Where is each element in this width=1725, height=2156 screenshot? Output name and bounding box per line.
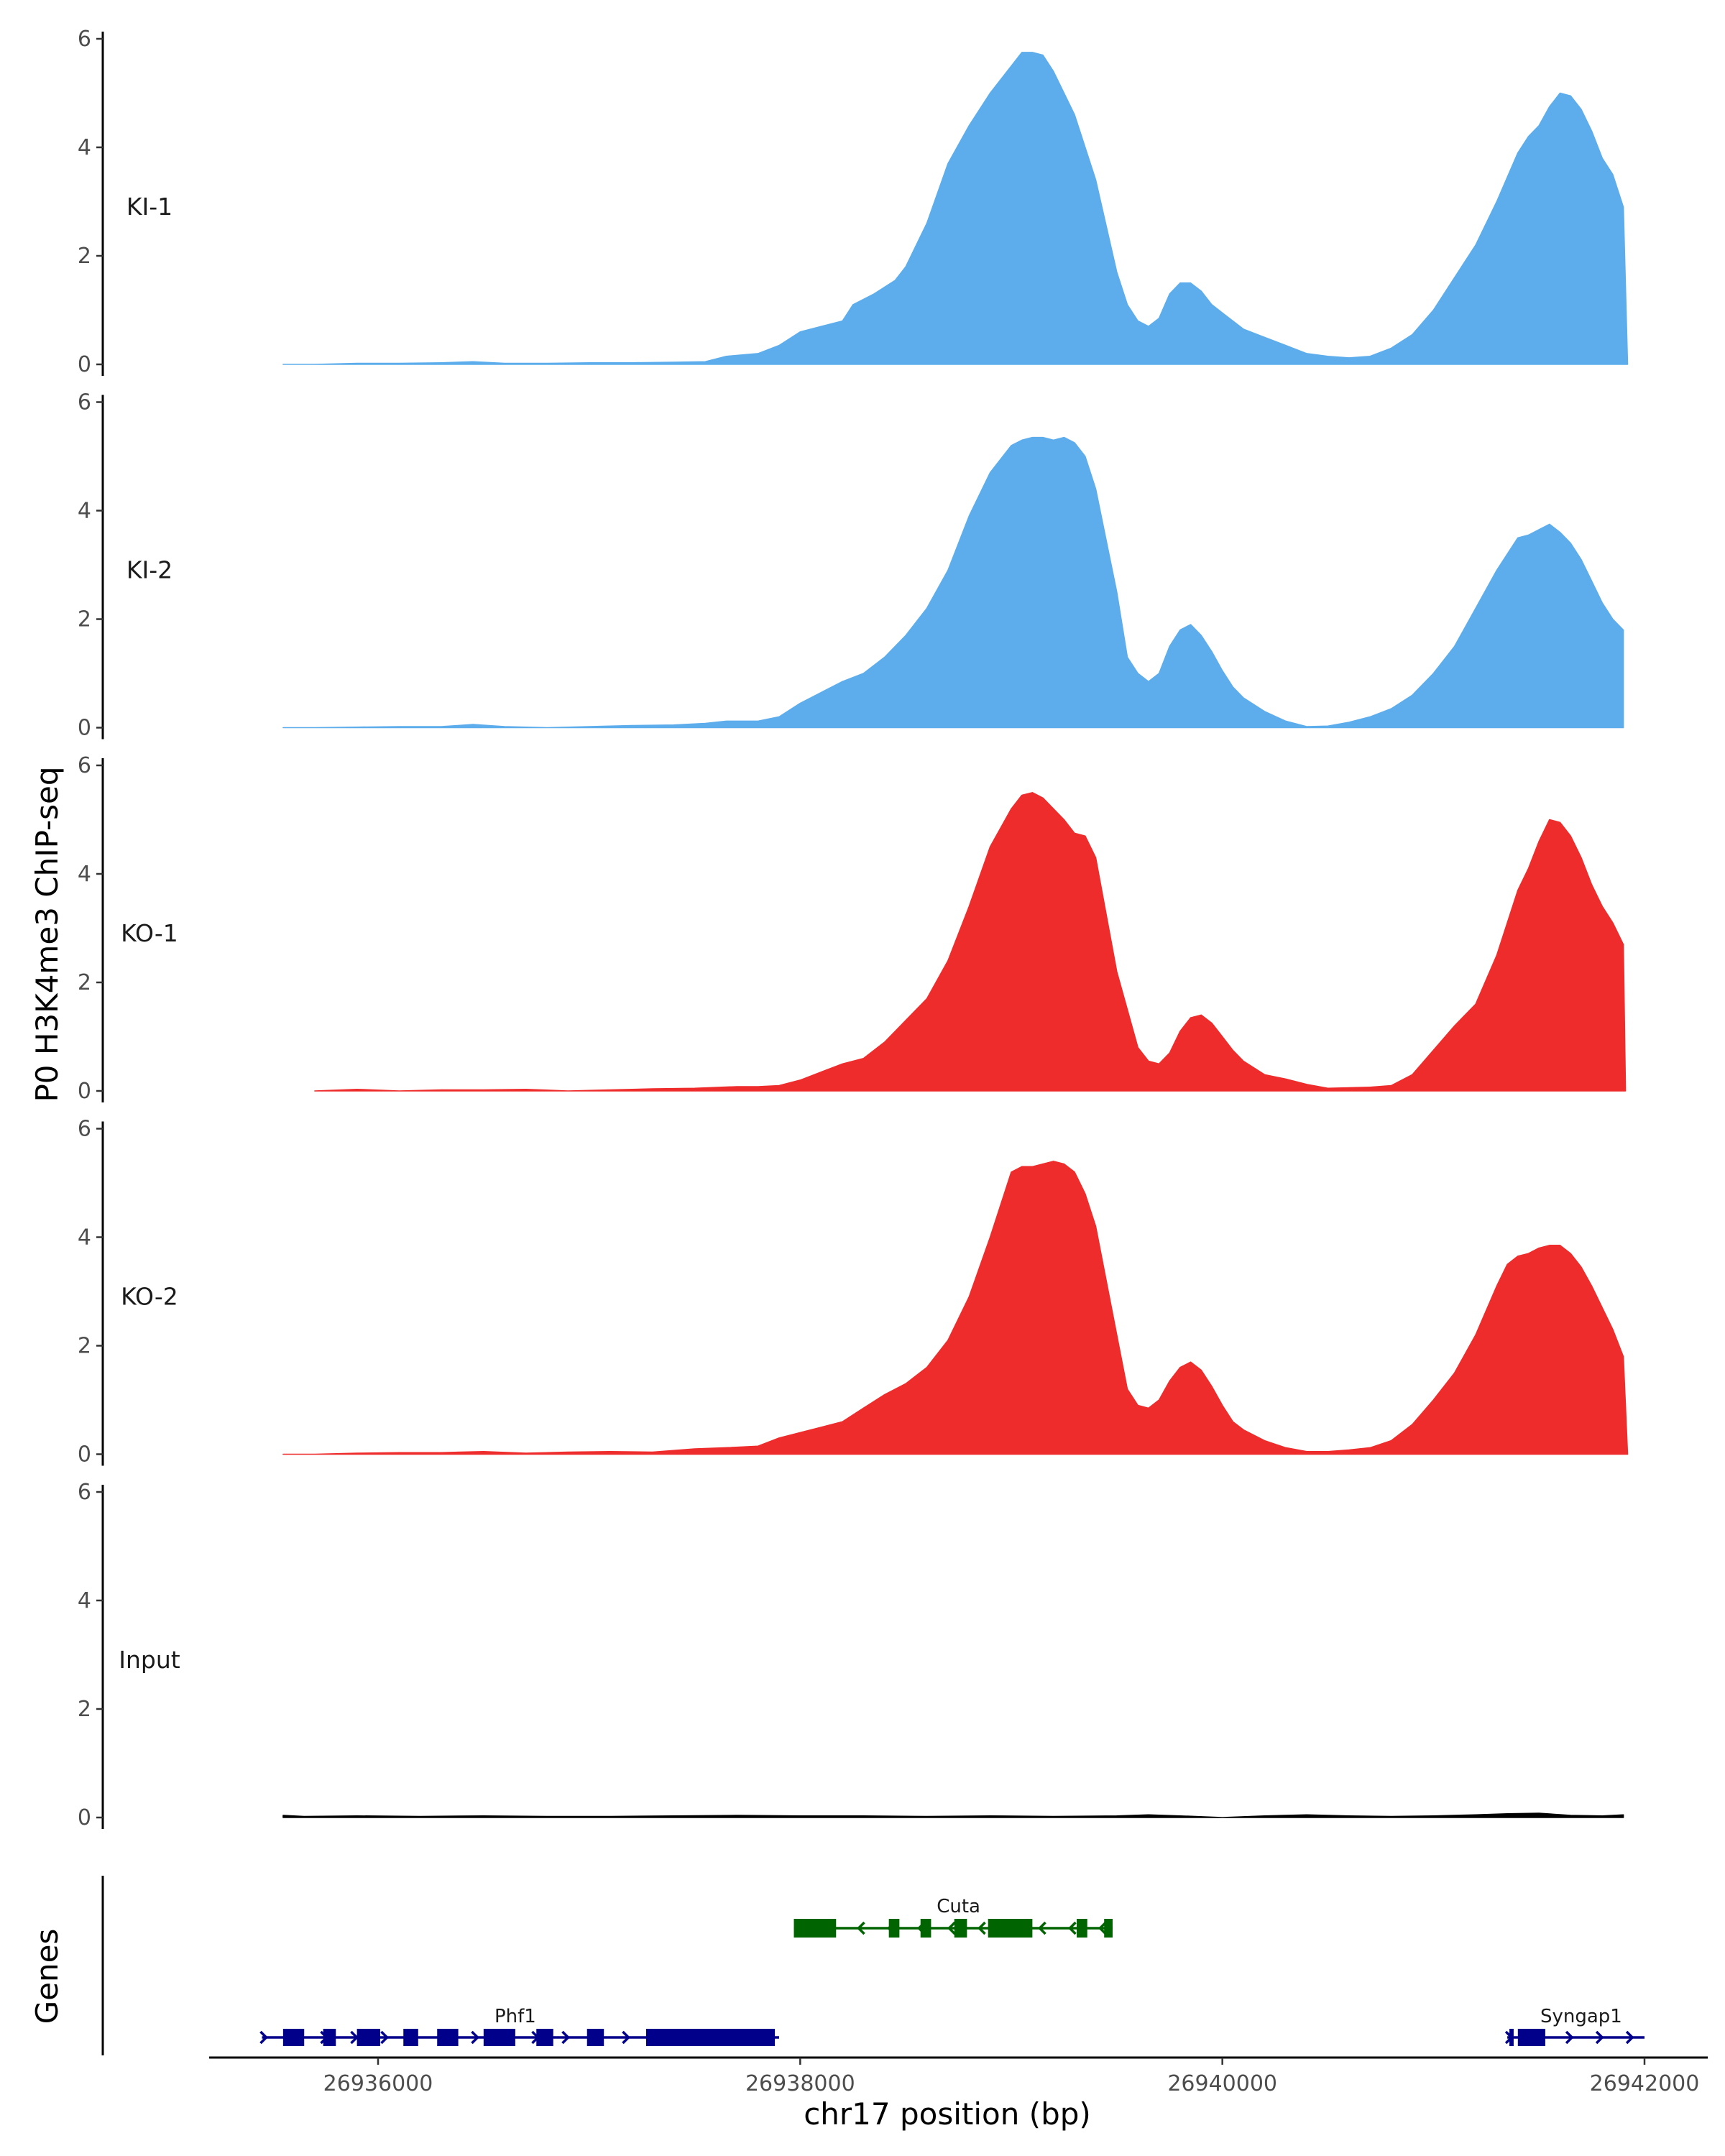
track-ko-2: 0 2 4 6 KO-2	[78, 1117, 1629, 1468]
signal-area-ko-1	[314, 792, 1627, 1092]
y-tick-label: 2	[78, 244, 91, 269]
gene-exon	[323, 2029, 336, 2046]
strand-arrow-icon	[1595, 2030, 1604, 2045]
y-tick-label: 0	[78, 1079, 91, 1104]
y-tick-label: 4	[78, 1588, 91, 1613]
track-input: 0 2 4 6 Input	[78, 1480, 1624, 1830]
strand-arrow-icon	[1038, 1921, 1046, 1935]
y-tick-label: 0	[78, 352, 91, 377]
track-label: KI-2	[126, 556, 172, 584]
gene-syngap1: Syngap1	[1504, 2006, 1644, 2046]
signal-area-ko-2	[282, 1161, 1629, 1455]
y-tick-label: 0	[78, 1805, 91, 1830]
gene-exon	[954, 1919, 967, 1938]
gene-annotation-track: Cuta Phf1 Syngap1	[101, 1876, 1644, 2055]
gene-exon	[483, 2029, 515, 2046]
gene-exon	[356, 2029, 380, 2046]
gene-exon	[1077, 1919, 1087, 1938]
gene-exon	[536, 2029, 553, 2046]
gene-exon	[920, 1919, 932, 1938]
gene-name-label: Phf1	[494, 2006, 536, 2027]
y-tick-label: 4	[78, 1225, 91, 1250]
y-tick-label: 0	[78, 716, 91, 741]
gene-exon	[1517, 2029, 1545, 2046]
y-tick-label: 6	[78, 27, 91, 52]
track-ki-1: 0 2 4 6 KI-1	[78, 27, 1629, 377]
gene-phf1: Phf1	[259, 2006, 779, 2046]
gene-exon	[888, 1919, 900, 1938]
x-axis: 26936000 26938000 26940000 26942000	[209, 2056, 1708, 2096]
x-tick-label: 26940000	[1167, 2071, 1277, 2096]
gene-exon	[282, 2029, 305, 2046]
x-tick-label: 26942000	[1590, 2071, 1700, 2096]
x-tick-label: 26936000	[323, 2071, 433, 2096]
strand-arrow-icon	[857, 1921, 865, 1935]
strand-arrow-icon	[380, 2030, 389, 2045]
x-axis-title: chr17 position (bp)	[804, 2096, 1091, 2132]
y-tick-label: 2	[78, 970, 91, 995]
gene-name-label: Cuta	[937, 1896, 980, 1917]
track-label: KO-1	[121, 919, 178, 947]
signal-tracks: 0 2 4 6 KI-1 0 2 4 6 KI-2 0 2 4 6 KO-1 0 2 4 6 KO-2 0 2 4 6 Inpu…	[78, 27, 1629, 1830]
gene-exon	[794, 1919, 837, 1938]
strand-arrow-icon	[350, 2030, 359, 2045]
track-label: KO-2	[121, 1283, 178, 1311]
strand-arrow-icon	[1098, 1921, 1107, 1935]
strand-arrow-icon	[561, 2030, 570, 2045]
y-tick-label: 6	[78, 390, 91, 415]
y-tick-label: 2	[78, 607, 91, 632]
gene-exon	[1104, 1919, 1113, 1938]
strand-arrow-icon	[259, 2030, 268, 2045]
gene-cuta: Cuta	[794, 1896, 1113, 1938]
y-tick-label: 6	[78, 753, 91, 778]
gene-exon	[403, 2029, 418, 2046]
y-tick-label: 6	[78, 1117, 91, 1142]
y-tick-label: 2	[78, 1334, 91, 1359]
y-tick-label: 2	[78, 1697, 91, 1722]
strand-arrow-icon	[471, 2030, 479, 2045]
gene-exon	[645, 2029, 776, 2046]
track-ko-1: 0 2 4 6 KO-1	[78, 753, 1627, 1104]
strand-arrow-icon	[1068, 1921, 1077, 1935]
track-label: Input	[119, 1646, 180, 1674]
gene-exon	[437, 2029, 459, 2046]
genes-track-label: Genes	[29, 1929, 65, 2024]
strand-arrow-icon	[622, 2030, 630, 2045]
y-axis-title: P0 H3K4me3 ChIP-seq	[29, 766, 65, 1102]
signal-area-ki-2	[282, 436, 1624, 729]
signal-area-ki-1	[282, 52, 1629, 365]
gene-exon	[988, 1919, 1033, 1938]
strand-arrow-icon	[978, 1921, 986, 1935]
y-tick-label: 4	[78, 862, 91, 887]
y-tick-label: 0	[78, 1442, 91, 1468]
gene-name-label: Syngap1	[1540, 2006, 1622, 2027]
strand-arrow-icon	[1625, 2030, 1634, 2045]
signal-area-input	[282, 1812, 1624, 1818]
x-tick-label: 26938000	[745, 2071, 855, 2096]
strand-arrow-icon	[1565, 2030, 1574, 2045]
strand-arrow-icon	[947, 1921, 956, 1935]
track-ki-2: 0 2 4 6 KI-2	[78, 390, 1624, 741]
track-label: KI-1	[126, 193, 172, 221]
gene-exon	[586, 2029, 604, 2046]
gene-exon	[1509, 2029, 1514, 2046]
y-tick-label: 4	[78, 499, 91, 524]
y-tick-label: 4	[78, 135, 91, 160]
y-tick-label: 6	[78, 1480, 91, 1505]
